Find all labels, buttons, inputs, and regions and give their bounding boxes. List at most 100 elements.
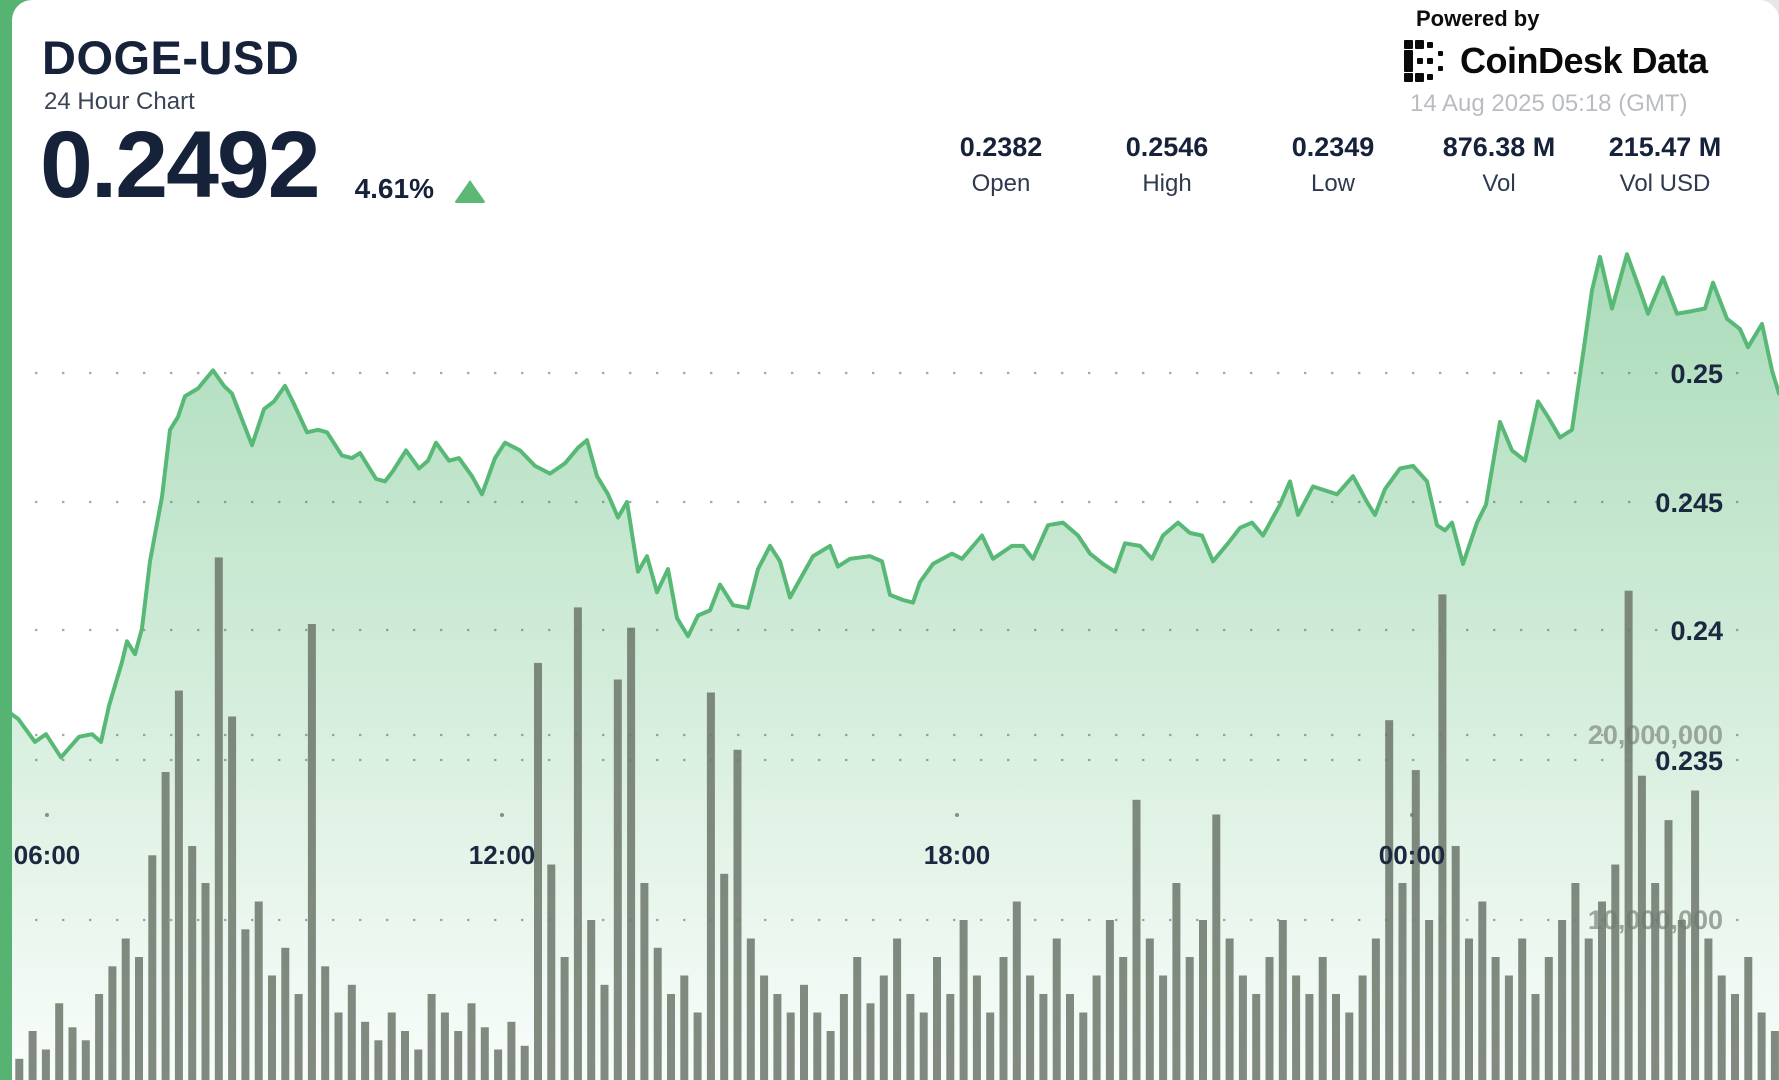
volume-bar	[1624, 590, 1633, 1080]
current-price: 0.2492	[40, 112, 321, 218]
left-accent-strip	[0, 0, 12, 1080]
volume-bar	[1225, 938, 1234, 1080]
volume-bar	[999, 957, 1008, 1080]
volume-bar	[600, 984, 609, 1080]
volume-bar	[866, 1003, 875, 1080]
x-axis-time-label: 12:00	[469, 840, 536, 870]
volume-bar	[653, 947, 662, 1080]
volume-bar	[1066, 994, 1074, 1080]
volume-bar	[1598, 901, 1606, 1080]
volume-bar	[108, 966, 117, 1080]
volume-bar	[294, 994, 303, 1080]
volume-bar	[95, 994, 104, 1080]
volume-bar	[1637, 775, 1646, 1080]
stat-vol-value: 876.38 M	[1442, 132, 1556, 162]
chart-subtitle: 24 Hour Chart	[44, 88, 195, 115]
volume-bar	[214, 557, 223, 1080]
volume-bar	[1371, 938, 1380, 1080]
volume-bar	[241, 929, 250, 1080]
volume-bar	[1411, 770, 1420, 1080]
volume-bar	[1159, 975, 1168, 1080]
stat-high: 0.2546 High	[1084, 132, 1250, 198]
volume-bar	[1332, 994, 1340, 1080]
volume-bar	[374, 1040, 383, 1080]
volume-bar	[1278, 920, 1287, 1080]
volume-bar	[1491, 957, 1500, 1080]
stat-high-label: High	[1142, 170, 1192, 197]
chart-timestamp: 14 Aug 2025 05:18 (GMT)	[1410, 90, 1688, 117]
y-axis-price-label: 0.25	[1670, 359, 1723, 389]
volume-bar	[494, 1049, 503, 1080]
volume-bar	[507, 1021, 516, 1080]
volume-bar	[773, 994, 782, 1080]
page-title-symbol: DOGE-USD	[42, 31, 300, 84]
volume-bar	[587, 920, 596, 1080]
volume-bar	[361, 1021, 370, 1080]
volume-bar	[480, 1027, 489, 1080]
up-triangle-icon	[453, 180, 486, 203]
volume-bar	[1544, 957, 1553, 1080]
volume-bar	[268, 975, 276, 1080]
volume-bar	[839, 994, 848, 1080]
volume-bar	[1052, 938, 1061, 1080]
volume-bar	[520, 1045, 529, 1080]
volume-bar	[1105, 920, 1114, 1080]
volume-bar	[946, 994, 955, 1080]
ohlcv-stats-row: 0.2382 Open 0.2546 High 0.2349 Low 876.3…	[918, 132, 1748, 198]
volume-bar	[1465, 938, 1473, 1080]
volume-bar	[1012, 901, 1021, 1080]
volume-bar	[68, 1027, 77, 1080]
volume-bar	[201, 883, 210, 1080]
volume-bar	[1731, 994, 1739, 1080]
x-axis-tick-dot	[955, 813, 959, 817]
stat-vol-usd-value: 215.47 M	[1608, 132, 1722, 162]
stat-open: 0.2382 Open	[918, 132, 1084, 198]
volume-bar	[321, 966, 330, 1080]
x-axis-tick-dot	[500, 813, 504, 817]
volume-bar	[1425, 920, 1434, 1080]
coindesk-logo[interactable]: CoinDesk Data	[1404, 40, 1744, 82]
volume-bar	[959, 920, 968, 1080]
y-axis-price-label: 0.24	[1670, 616, 1723, 646]
volume-bar	[1770, 1031, 1779, 1080]
volume-bar	[1571, 883, 1580, 1080]
volume-bar	[1757, 1012, 1766, 1080]
volume-bar	[135, 957, 143, 1080]
volume-bar	[1119, 957, 1128, 1080]
y-axis-price-label: 0.235	[1655, 746, 1723, 776]
volume-bar	[627, 627, 636, 1080]
volume-bar	[401, 1031, 409, 1080]
volume-bar	[161, 772, 170, 1080]
volume-bar	[55, 1003, 64, 1080]
volume-bar	[933, 957, 941, 1080]
volume-bar	[760, 975, 769, 1080]
volume-bar	[720, 873, 729, 1080]
volume-bar	[547, 864, 556, 1080]
stat-vol-usd: 215.47 M Vol USD	[1582, 132, 1748, 198]
volume-bar	[640, 883, 649, 1080]
stat-vol: 876.38 M Vol	[1416, 132, 1582, 198]
volume-bar	[680, 975, 689, 1080]
volume-bar	[427, 994, 436, 1080]
volume-bar	[28, 1031, 37, 1080]
y-axis-price-label: 0.245	[1655, 488, 1723, 518]
volume-bar	[1451, 846, 1460, 1080]
branding-block: Powered by CoinDesk Data 14	[1404, 6, 1744, 118]
volume-bar	[1039, 994, 1048, 1080]
volume-bar	[467, 1003, 476, 1080]
volume-bar	[1504, 975, 1513, 1080]
stat-high-value: 0.2546	[1125, 132, 1209, 162]
volume-bar	[1478, 901, 1487, 1080]
powered-by-label: Powered by	[1416, 6, 1540, 31]
volume-bar	[1172, 883, 1181, 1080]
price-row: 0.2492 4.61%	[40, 118, 486, 213]
stat-low-value: 0.2349	[1291, 132, 1375, 162]
volume-bar	[1199, 920, 1207, 1080]
volume-bar	[919, 1012, 928, 1080]
volume-bar	[893, 938, 902, 1080]
coindesk-logo-text: CoinDesk Data	[1460, 40, 1708, 81]
volume-bar	[693, 1012, 702, 1080]
volume-bar	[1664, 820, 1673, 1080]
volume-bar	[1026, 975, 1035, 1080]
